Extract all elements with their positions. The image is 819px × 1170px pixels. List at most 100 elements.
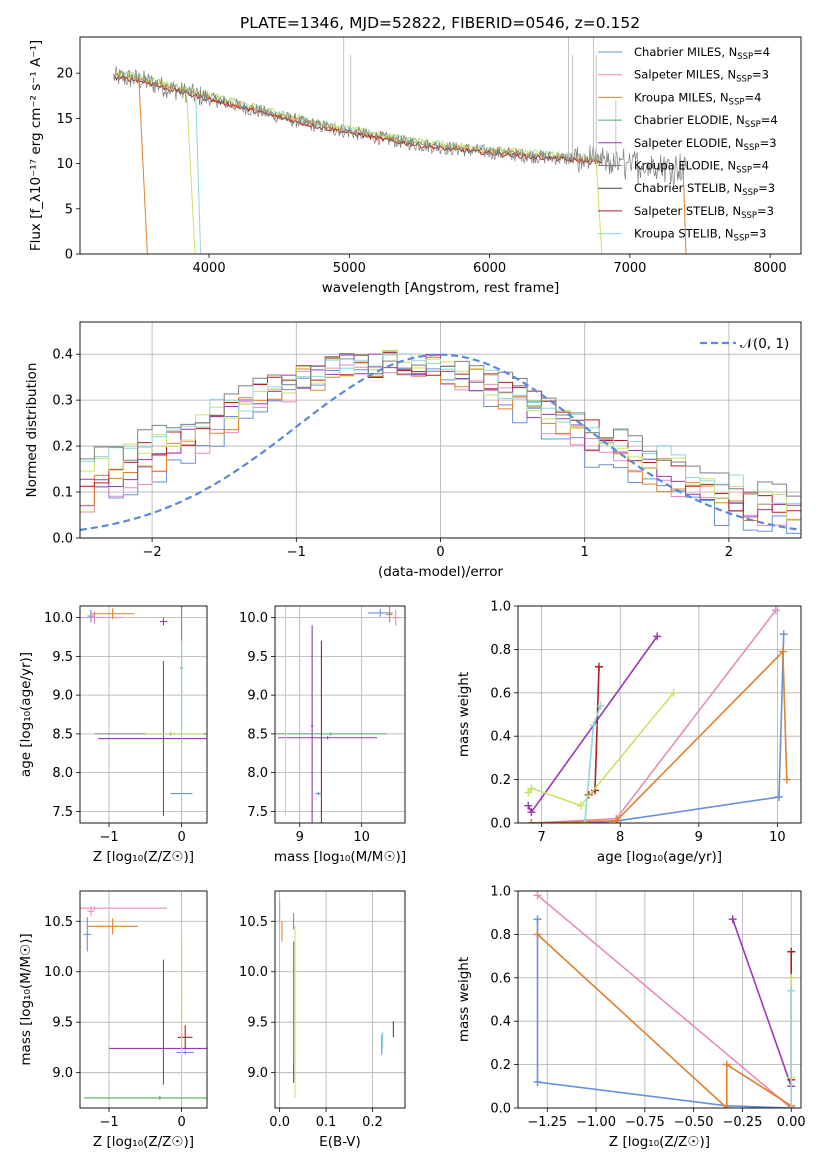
spectrum-legend-label: Salpeter STELIB, NSSP=3 bbox=[634, 204, 774, 221]
spectrum-legend-label: Kroupa MILES, NSSP=4 bbox=[634, 90, 761, 107]
age_vs_Z-ytick-label: 9.0 bbox=[52, 689, 73, 704]
mass_vs_Z-ytick-label: 9.5 bbox=[52, 1016, 73, 1031]
spectrum-xtick-label: 5000 bbox=[333, 261, 366, 276]
age_vs_Z-ytick-label: 9.5 bbox=[52, 650, 73, 665]
legend-label-value: =3 bbox=[758, 181, 775, 195]
massweight_vs_Z-ytick-label: 0.4 bbox=[490, 1015, 511, 1030]
legend-label-subscript: SSP bbox=[729, 97, 745, 107]
spectrum-legend-label: Kroupa ELODIE, NSSP=4 bbox=[634, 159, 769, 176]
age_vs_Z-xtick-label: −1 bbox=[99, 830, 118, 845]
spectrum-ytick-label: 10 bbox=[56, 157, 73, 172]
spectrum-legend-label: Salpeter MILES, NSSP=3 bbox=[634, 68, 769, 85]
spectrum-model-line bbox=[113, 70, 603, 163]
spectrum-xtick-label: 7000 bbox=[613, 261, 646, 276]
massweight_vs_Z-frame bbox=[517, 890, 802, 1109]
massweight_vs_Z-series-line bbox=[536, 919, 792, 1108]
massweight_vs_age-point-marker bbox=[779, 630, 788, 639]
residuals-xtick-label: −2 bbox=[143, 545, 162, 560]
mass_vs_Z-xlabel: Z [log₁₀(Z/Z☉)] bbox=[93, 1134, 194, 1150]
mass_vs_EBV-xtick-label: 0.2 bbox=[362, 1115, 383, 1130]
residuals-xtick-label: 1 bbox=[581, 545, 589, 560]
legend-label-value: =3 bbox=[757, 204, 774, 218]
massweight_vs_age-point-marker bbox=[589, 721, 598, 730]
legend-label-text: Kroupa STELIB, N bbox=[634, 227, 734, 241]
massweight_vs_Z-plot-area bbox=[533, 891, 796, 1108]
mass_vs_Z-ytick-label: 9.0 bbox=[52, 1066, 73, 1081]
age_vs_mass-frame bbox=[274, 605, 406, 824]
massweight_vs_age-point-marker bbox=[580, 819, 589, 823]
spectrum-model-edge bbox=[595, 161, 603, 254]
legend-label-subscript: SSP bbox=[741, 211, 757, 221]
age_vs_Z-panel: −1 0 7.5 8.0 8.5 9.0 9.5 10.0 Z [log₁₀(Z/Z☉)] age… bbox=[18, 605, 208, 865]
figure-title: PLATE=1346, MJD=52822, FIBERID=0546, z=0… bbox=[240, 14, 640, 32]
residuals-ytick-label: 0.0 bbox=[52, 532, 73, 547]
massweight_vs_Z-panel: −1.25 −1.00 −0.75 −0.50 −0.25 0.00 0.0 0.2 0.4 0.… bbox=[456, 885, 806, 1151]
spectrum-plot-area bbox=[113, 37, 687, 254]
massweight_vs_age-point-marker bbox=[596, 701, 605, 710]
age_vs_mass-ytick-label: 9.0 bbox=[247, 689, 268, 704]
mass_vs_EBV-xtick-label: 0.0 bbox=[269, 1115, 290, 1130]
spectrum-model-line bbox=[113, 72, 603, 164]
massweight_vs_age-point-marker bbox=[527, 784, 536, 793]
massweight_vs_age-ytick-label: 0.6 bbox=[490, 686, 511, 701]
massweight_vs_Z-point-marker bbox=[787, 1104, 796, 1108]
massweight_vs_age-point-marker bbox=[612, 816, 621, 823]
massweight_vs_age-ytick-label: 1.0 bbox=[490, 600, 511, 615]
mass_vs_Z-xtick-label: −1 bbox=[99, 1115, 118, 1130]
massweight_vs_Z-xtick-label: −1.00 bbox=[576, 1115, 616, 1130]
spectrum-model-edge bbox=[138, 79, 148, 254]
massweight_vs_age-point-marker bbox=[669, 688, 678, 697]
spectrum-legend-label: Kroupa STELIB, NSSP=3 bbox=[634, 227, 766, 244]
mass_vs_EBV-xlabel: E(B-V) bbox=[319, 1134, 361, 1150]
massweight_vs_Z-point-marker bbox=[533, 930, 542, 939]
massweight_vs_age-plot-area bbox=[524, 606, 791, 823]
massweight_vs_Z-point-marker bbox=[533, 891, 542, 900]
massweight_vs_age-xtick-label: 9 bbox=[695, 830, 703, 845]
age_vs_Z-ylabel: age [log₁₀(age/yr)] bbox=[18, 652, 34, 777]
legend-label-text: Salpeter MILES, N bbox=[634, 68, 736, 82]
spectrum-ytick-label: 0 bbox=[65, 248, 73, 263]
massweight_vs_age-point-marker bbox=[576, 801, 585, 810]
spectrum-xtick-label: 4000 bbox=[193, 261, 226, 276]
spectrum-ytick-label: 5 bbox=[65, 202, 73, 217]
massweight_vs_Z-ytick-label: 1.0 bbox=[490, 885, 511, 900]
massweight_vs_age-xtick-label: 7 bbox=[537, 830, 545, 845]
massweight_vs_age-series-line bbox=[527, 692, 675, 807]
age_vs_Z-xtick-label: 0 bbox=[177, 830, 185, 845]
massweight_vs_Z-point-marker bbox=[722, 1104, 731, 1108]
massweight_vs_age-series-line bbox=[584, 705, 602, 823]
massweight_vs_Z-point-marker bbox=[533, 1077, 542, 1086]
residuals-xlabel: (data-model)/error bbox=[378, 564, 504, 580]
legend-label-text: Salpeter ELODIE, N bbox=[634, 136, 744, 150]
legend-label-subscript: SSP bbox=[736, 75, 752, 85]
spectrum-legend-label: Salpeter ELODIE, NSSP=3 bbox=[634, 136, 777, 153]
legend-label-value: =4 bbox=[744, 90, 761, 104]
residuals-ytick-label: 0.3 bbox=[52, 394, 73, 409]
spectrum-ytick-label: 15 bbox=[56, 112, 73, 127]
legend-label-value: =4 bbox=[761, 113, 778, 127]
massweight_vs_age-ytick-label: 0.2 bbox=[490, 773, 511, 788]
age_vs_Z-ytick-label: 10.0 bbox=[44, 611, 73, 626]
massweight_vs_Z-ylabel: mass weight bbox=[456, 957, 472, 1042]
massweight_vs_age-point-marker bbox=[527, 819, 536, 823]
spectrum-legend-label: Chabrier ELODIE, NSSP=4 bbox=[634, 113, 778, 130]
spectrum-xtick-label: 6000 bbox=[473, 261, 506, 276]
massweight_vs_Z-point-marker bbox=[787, 947, 796, 956]
legend-label-text: Kroupa ELODIE, N bbox=[634, 159, 736, 173]
massweight_vs_age-point-marker bbox=[778, 647, 787, 656]
mass_vs_Z-ylabel: mass [log₁₀(M/M☉)] bbox=[18, 933, 34, 1065]
massweight_vs_Z-ytick-label: 0.6 bbox=[490, 971, 511, 986]
residuals-ylabel: Normed distribution bbox=[24, 363, 40, 498]
massweight_vs_age-series-line bbox=[527, 635, 658, 814]
gaussian-legend-label: 𝒩(0, 1) bbox=[740, 336, 789, 352]
massweight_vs_age-xtick-label: 10 bbox=[769, 830, 786, 845]
residuals-ytick-label: 0.1 bbox=[52, 486, 73, 501]
residuals-frame bbox=[79, 321, 802, 539]
mass_vs_Z-xtick-label: 0 bbox=[177, 1115, 185, 1130]
legend-label-subscript: SSP bbox=[737, 52, 753, 62]
age_vs_Z-plot-area bbox=[80, 606, 207, 817]
legend-label-value: =3 bbox=[749, 227, 766, 241]
massweight_vs_age-ytick-label: 0.8 bbox=[490, 643, 511, 658]
mass_vs_Z-ytick-label: 10.5 bbox=[44, 915, 73, 930]
